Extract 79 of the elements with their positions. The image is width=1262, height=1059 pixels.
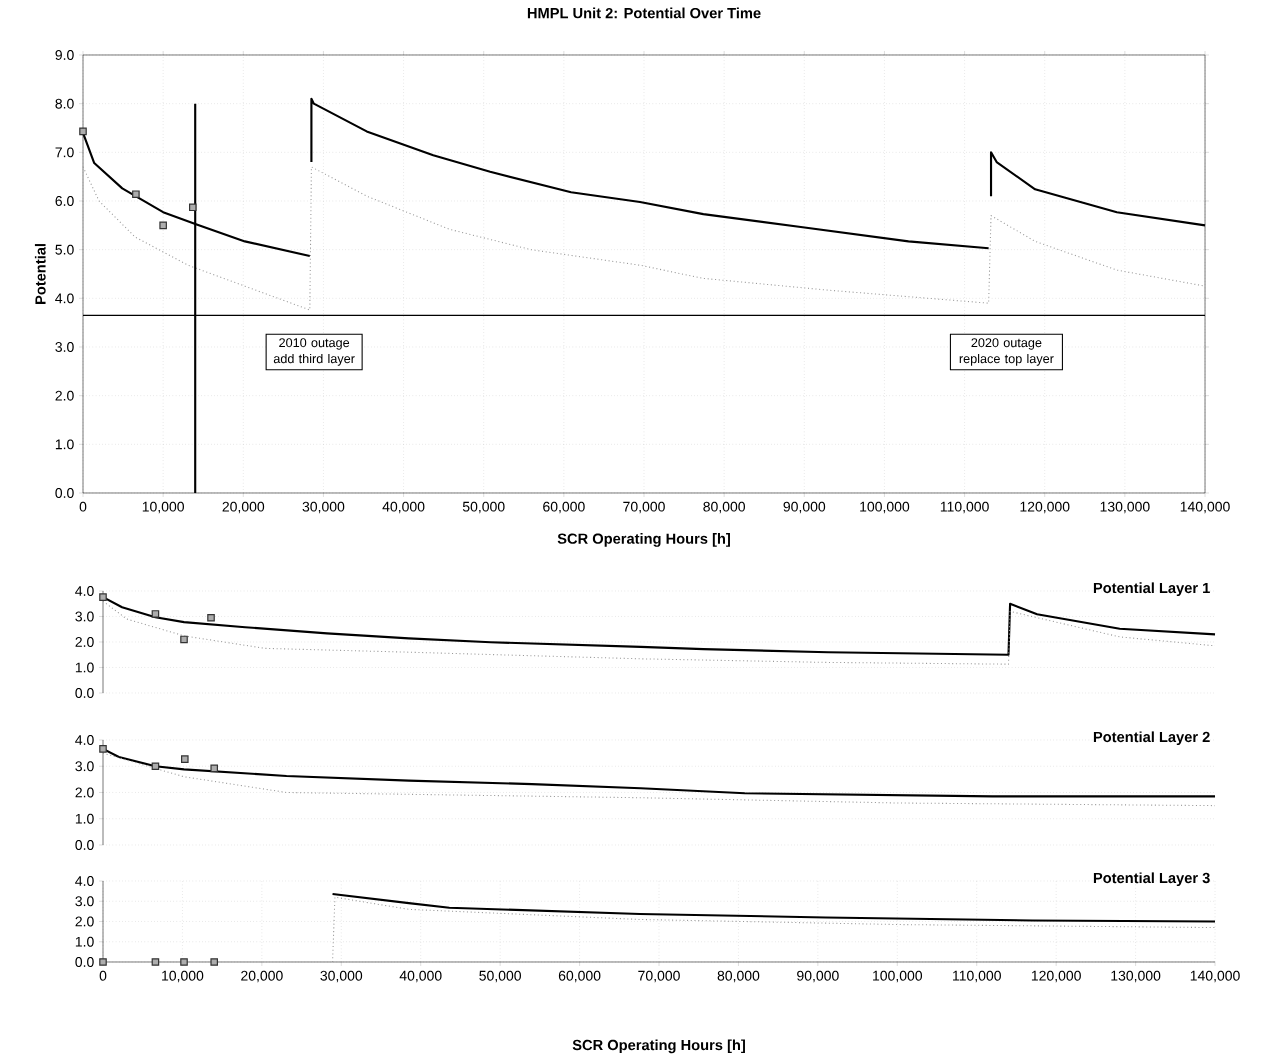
y-tick-label: 4.0 [75,876,94,886]
y-tick-label: 2.0 [75,787,94,798]
x-tick-label: 100,000 [873,970,923,983]
annotation: 2010 outage add third layer [273,338,355,366]
y-tick-label: 2.0 [75,637,94,647]
y-tick-label: 4.0 [75,586,94,596]
line-series [331,892,1217,923]
point [210,764,218,773]
y-tick-label: 3.0 [75,761,94,772]
point [207,613,215,622]
y-tick-label: 0.0 [55,488,74,498]
point [181,755,189,763]
y-tick-label: 8.0 [55,98,74,109]
point [189,203,197,212]
point [99,593,107,601]
y-tick-label: 4.0 [75,735,94,745]
x-tick-label: 70,000 [638,970,680,983]
y-tick-label: 1.0 [75,936,94,947]
y-tick-label: 9.0 [55,50,74,60]
point [159,221,167,230]
chart-title: Potential Layer 1 [1093,582,1210,597]
y-tick-label: 5.0 [55,244,74,255]
y-tick-label: 0.0 [75,840,94,850]
y-tick-label: 2.0 [55,390,74,401]
x-tick-label: 0 [99,970,107,981]
x-tick-label: 30,000 [302,501,345,514]
x-tick-label: 70,000 [623,501,665,514]
x-tick-label: 110,000 [953,970,1001,983]
point [180,635,188,644]
x-tick-label: 110,000 [940,501,989,514]
y-tick-label: 2.0 [75,916,94,927]
x-tick-label: 0 [79,501,87,512]
annotation: 2020 outage replace top layer [959,338,1054,366]
y-tick-label: 3.0 [75,896,94,907]
x-tick-label: 10,000 [162,970,204,983]
x-tick-label: 140,000 [1180,501,1230,514]
x-axis-title: SCR Operating Hours [h] [572,1039,745,1054]
x-tick-label: 40,000 [399,970,442,983]
x-tick-label: 50,000 [462,501,505,514]
y-tick-label: 1.0 [75,813,94,824]
x-tick-label: 20,000 [222,501,265,514]
x-tick-label: 60,000 [543,501,585,514]
point [79,127,87,136]
point [151,762,160,771]
x-tick-label: 60,000 [558,970,601,983]
y-tick-label: 3.0 [55,342,74,352]
x-tick-label: 90,000 [783,501,826,514]
x-tick-label: 100,000 [860,501,910,514]
x-tick-label: 90,000 [797,970,839,983]
point [151,610,160,618]
y-tick-label: 3.0 [75,611,94,622]
y-tick-label: 1.0 [75,662,94,673]
x-tick-label: 50,000 [479,970,521,983]
x-tick-label: 130,000 [1100,501,1150,514]
chart-title: Potential Layer 2 [1093,731,1210,746]
line-series [332,896,1216,963]
line-series [82,166,1206,311]
y-tick-label: 6.0 [55,196,74,206]
x-tick-label: 140,000 [1190,970,1240,983]
y-tick-label: 0.0 [75,688,94,698]
y-tick-label: 1.0 [55,439,74,450]
chart-title: Potential Layer 3 [1093,872,1210,887]
x-axis-title: SCR Operating Hours [h] [557,533,730,547]
x-tick-label: 20,000 [241,970,283,983]
x-tick-label: 80,000 [703,501,746,514]
chart-title: HMPL Unit 2: Potential Over Time [527,7,761,19]
point [99,745,107,753]
x-tick-label: 30,000 [320,970,363,983]
x-tick-label: 40,000 [382,501,425,514]
y-axis-title: Potential [34,244,46,304]
y-tick-label: 0.0 [75,957,94,967]
x-tick-label: 80,000 [717,970,760,983]
y-tick-label: 7.0 [55,147,74,158]
y-tick-label: 4.0 [55,293,74,304]
x-tick-label: 120,000 [1031,970,1081,983]
x-tick-label: 130,000 [1111,970,1161,983]
point [132,190,140,198]
x-tick-label: 120,000 [1020,501,1070,514]
x-tick-label: 10,000 [142,501,184,514]
